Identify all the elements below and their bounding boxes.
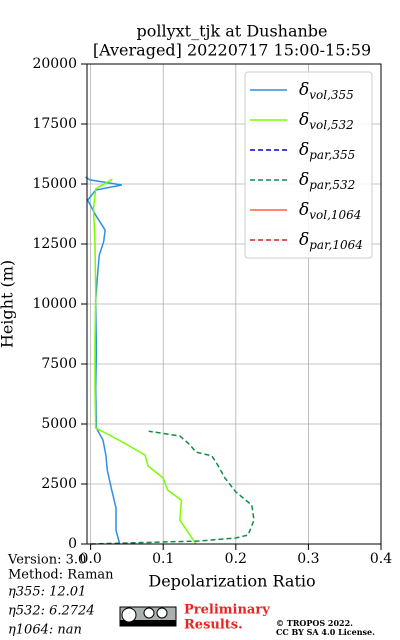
plot-frame	[86, 63, 382, 545]
legend-symbol: δ	[299, 140, 309, 160]
legend-symbol: δ	[299, 200, 309, 220]
preliminary: Preliminary	[184, 603, 270, 618]
y-tick-label: 2500	[41, 476, 77, 492]
legend-subscript: vol,355	[309, 88, 354, 102]
legend-subscript: vol,532	[309, 118, 354, 132]
legend-label: δvol,532	[299, 110, 354, 132]
chart-subtitle: [Averaged] 20220717 15:00-15:59	[93, 41, 371, 60]
legend-symbol: δ	[299, 170, 309, 190]
profile-line	[90, 430, 255, 545]
footer: Version: 3.0 Method: Raman η355: 12.01 η…	[7, 553, 114, 638]
legend-subscript: par,532	[309, 178, 355, 192]
y-axis-label: Height (m)	[0, 260, 17, 348]
legend-subscript: par,355	[309, 148, 355, 162]
y-tick-label: 5000	[41, 416, 77, 432]
profile-line	[92, 178, 197, 545]
legend-label: δpar,532	[299, 170, 355, 192]
legend-symbol: δ	[299, 230, 309, 250]
y-tick-label: 12500	[32, 236, 77, 252]
eta: η532: 6.2724	[8, 604, 95, 619]
legend-subscript: vol,1064	[309, 208, 361, 222]
legend-label: δpar,355	[299, 140, 355, 162]
y-tick-label: 10000	[32, 296, 77, 312]
version: Version: 3.0	[7, 553, 86, 568]
legend-box	[244, 71, 373, 259]
legend-label: δvol,355	[299, 80, 354, 102]
legend-symbol: δ	[299, 110, 309, 130]
x-tick-label: 0.2	[225, 551, 247, 567]
logo-circle	[156, 607, 168, 619]
method: Method: Raman	[8, 568, 114, 583]
legend-symbol: δ	[299, 80, 309, 100]
legend-label: δpar,1064	[299, 230, 363, 252]
x-tick-label: 0.3	[297, 551, 319, 567]
legend: δvol,355δvol,532δpar,355δpar,532δvol,106…	[244, 71, 373, 259]
logo-band	[120, 620, 176, 626]
y-tick-label: 15000	[32, 176, 77, 192]
x-axis-label: Depolarization Ratio	[148, 572, 315, 591]
eta: η1064: nan	[8, 623, 82, 638]
cc-logo	[119, 606, 177, 627]
logo-circle	[143, 607, 155, 619]
license: CC BY SA 4.0 License.	[276, 627, 375, 637]
x-tick-label: 0.4	[370, 551, 392, 567]
chart-title: pollyxt_tjk at Dushanbe	[136, 22, 327, 41]
y-tick-label: 20000	[32, 56, 77, 72]
eta: η355: 12.01	[8, 585, 86, 600]
plot-area: 0.0 0.1 0.2 0.3 0.4 0 2500 5000 7500 10000 12500 15…	[32, 56, 392, 567]
y-tick-label: 17500	[32, 116, 77, 132]
x-tick-label: 0.0	[79, 551, 101, 567]
logo-circle	[121, 607, 137, 623]
x-tick-label: 0.1	[152, 551, 174, 567]
preliminary: Results.	[184, 618, 243, 633]
copyright: © TROPOS 2022.	[276, 618, 353, 628]
y-tick-label: 0	[68, 536, 77, 552]
legend-subscript: par,1064	[309, 238, 363, 252]
y-tick-label: 7500	[41, 356, 77, 372]
legend-label: δvol,1064	[299, 200, 361, 222]
